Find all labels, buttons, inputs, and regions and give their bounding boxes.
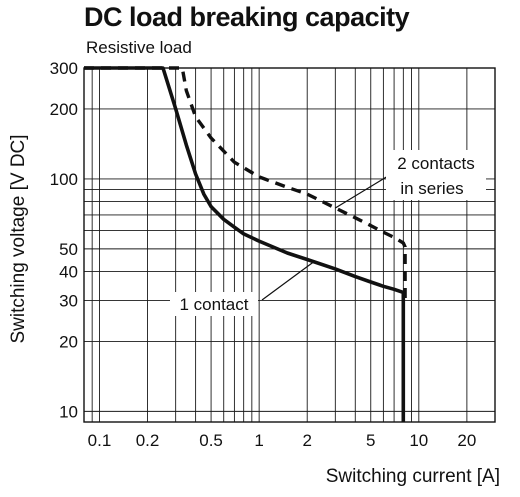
y-tick-label: 100 bbox=[50, 170, 78, 189]
series-layer bbox=[84, 66, 407, 422]
y-tick-labels: 10 20 30 40 50 100 200 300 bbox=[50, 59, 78, 421]
x-tick-label: 0.1 bbox=[88, 431, 112, 450]
annotation-2-contacts-bg bbox=[386, 150, 486, 200]
annotation-1-contact: 1 contact bbox=[180, 295, 249, 314]
y-tick-label: 30 bbox=[59, 291, 78, 310]
x-tick-label: 2 bbox=[302, 431, 311, 450]
annotation-layer: 1 contact 2 contacts in series bbox=[170, 150, 486, 316]
series-line-2-contacts-in-series bbox=[84, 66, 407, 301]
y-tick-label: 50 bbox=[59, 240, 78, 259]
grid bbox=[83, 67, 496, 423]
x-tick-label: 10 bbox=[409, 431, 428, 450]
x-tick-label: 1 bbox=[254, 431, 263, 450]
x-tick-label: 0.2 bbox=[136, 431, 160, 450]
chart-title: DC load breaking capacity bbox=[84, 2, 410, 32]
x-axis-label: Switching current [A] bbox=[326, 466, 500, 487]
y-tick-label: 20 bbox=[59, 332, 78, 351]
plot-frame bbox=[83, 67, 496, 423]
chart-subtitle: Resistive load bbox=[86, 38, 192, 57]
annotation-leader-1-contact bbox=[261, 261, 315, 301]
annotation-leader-2-contacts bbox=[335, 175, 389, 209]
x-tick-labels: 0.1 0.2 0.5 1 2 5 10 20 bbox=[88, 431, 477, 450]
x-tick-label: 5 bbox=[366, 431, 375, 450]
y-tick-label: 10 bbox=[59, 402, 78, 421]
annotation-2-contacts-line2: in series bbox=[400, 179, 463, 198]
annotation-2-contacts-line1: 2 contacts bbox=[397, 154, 475, 173]
y-axis-label: Switching voltage [V DC] bbox=[8, 134, 29, 343]
x-tick-label: 20 bbox=[457, 431, 476, 450]
y-tick-label: 200 bbox=[50, 100, 78, 119]
y-tick-label: 40 bbox=[59, 262, 78, 281]
annotation-1-contact-bg bbox=[170, 292, 258, 316]
x-tick-label: 0.5 bbox=[199, 431, 223, 450]
y-tick-label: 300 bbox=[50, 59, 78, 78]
series-line-1-contact bbox=[84, 66, 406, 422]
